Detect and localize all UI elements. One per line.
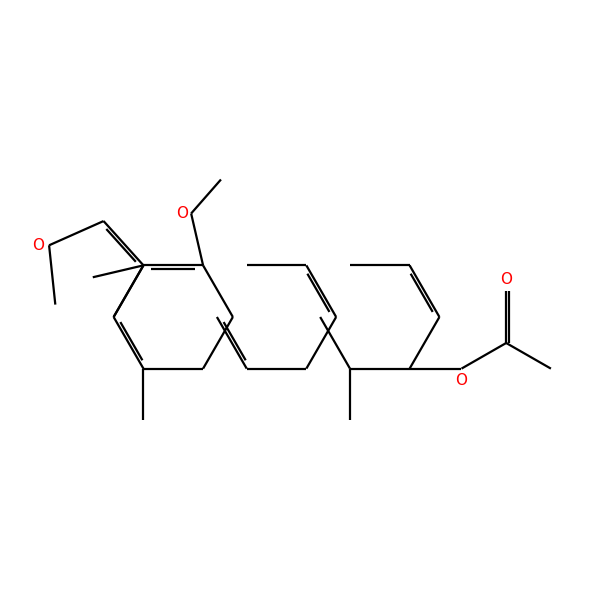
Text: O: O	[455, 373, 467, 388]
Text: O: O	[176, 206, 188, 221]
Text: O: O	[500, 272, 512, 287]
Text: O: O	[32, 238, 44, 253]
